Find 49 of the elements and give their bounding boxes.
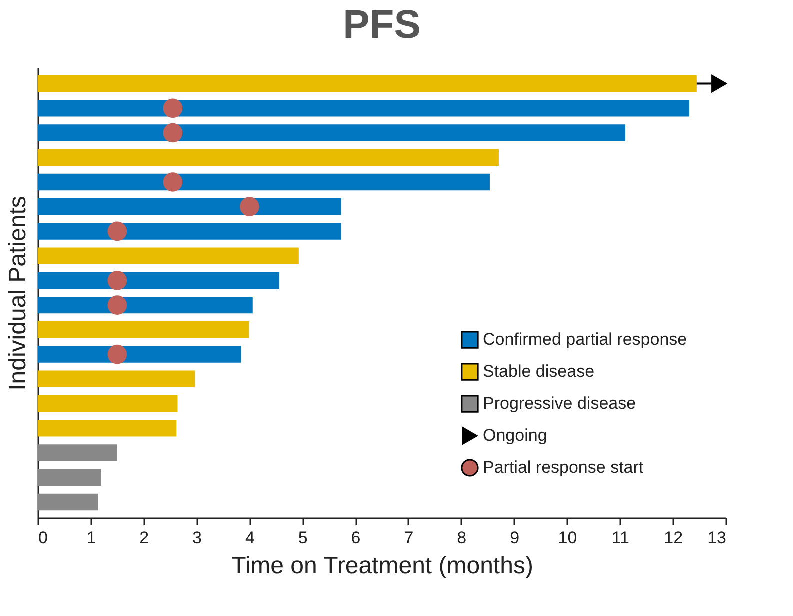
x-tick-label: 4 bbox=[245, 528, 255, 548]
bar bbox=[38, 322, 250, 338]
legend-label: Progressive disease bbox=[483, 394, 636, 413]
legend-label: Partial response start bbox=[483, 458, 644, 477]
point bbox=[163, 123, 183, 143]
x-tick-label: 0 bbox=[38, 528, 48, 548]
x-tick-label: 2 bbox=[140, 528, 150, 548]
chart-title: PFS bbox=[343, 3, 421, 47]
point bbox=[108, 344, 128, 364]
x-tick-label: 11 bbox=[612, 528, 630, 548]
bar bbox=[38, 223, 342, 240]
point bbox=[108, 271, 128, 290]
x-tick-label: 8 bbox=[457, 528, 467, 548]
x-tick-label: 7 bbox=[404, 528, 414, 548]
bar bbox=[38, 198, 342, 216]
legend-label: Confirmed partial response bbox=[483, 330, 688, 349]
bar bbox=[38, 124, 626, 142]
bar bbox=[38, 75, 697, 92]
bar bbox=[38, 370, 196, 388]
bar bbox=[38, 395, 178, 412]
bar bbox=[38, 174, 490, 191]
y-axis-title: Individual Patients bbox=[4, 196, 32, 391]
bar bbox=[38, 469, 102, 486]
bar bbox=[38, 296, 253, 314]
x-tick-label: 3 bbox=[192, 528, 202, 548]
legend-label: Stable disease bbox=[483, 362, 595, 381]
x-axis-title: Time on Treatment (months) bbox=[232, 552, 534, 580]
x-tick-label: 1 bbox=[86, 528, 96, 548]
point bbox=[712, 75, 727, 92]
x-tick-label: 12 bbox=[664, 528, 684, 548]
bar bbox=[38, 149, 499, 166]
point bbox=[163, 98, 183, 118]
x-tick-label: 6 bbox=[351, 528, 361, 548]
bar bbox=[38, 346, 242, 363]
bar bbox=[38, 494, 98, 511]
point bbox=[240, 197, 260, 216]
point bbox=[108, 296, 128, 315]
point bbox=[163, 172, 183, 192]
x-tick-label: 5 bbox=[298, 528, 308, 548]
x-tick-label: 10 bbox=[558, 528, 578, 548]
bar bbox=[38, 272, 280, 290]
point bbox=[108, 222, 128, 242]
legend-label: Ongoing bbox=[483, 426, 548, 445]
bar bbox=[38, 248, 299, 264]
x-tick-label: 13 bbox=[708, 528, 726, 548]
bar bbox=[38, 444, 118, 462]
x-tick-label: 9 bbox=[510, 528, 520, 548]
bar bbox=[38, 420, 177, 437]
bar bbox=[38, 100, 690, 117]
